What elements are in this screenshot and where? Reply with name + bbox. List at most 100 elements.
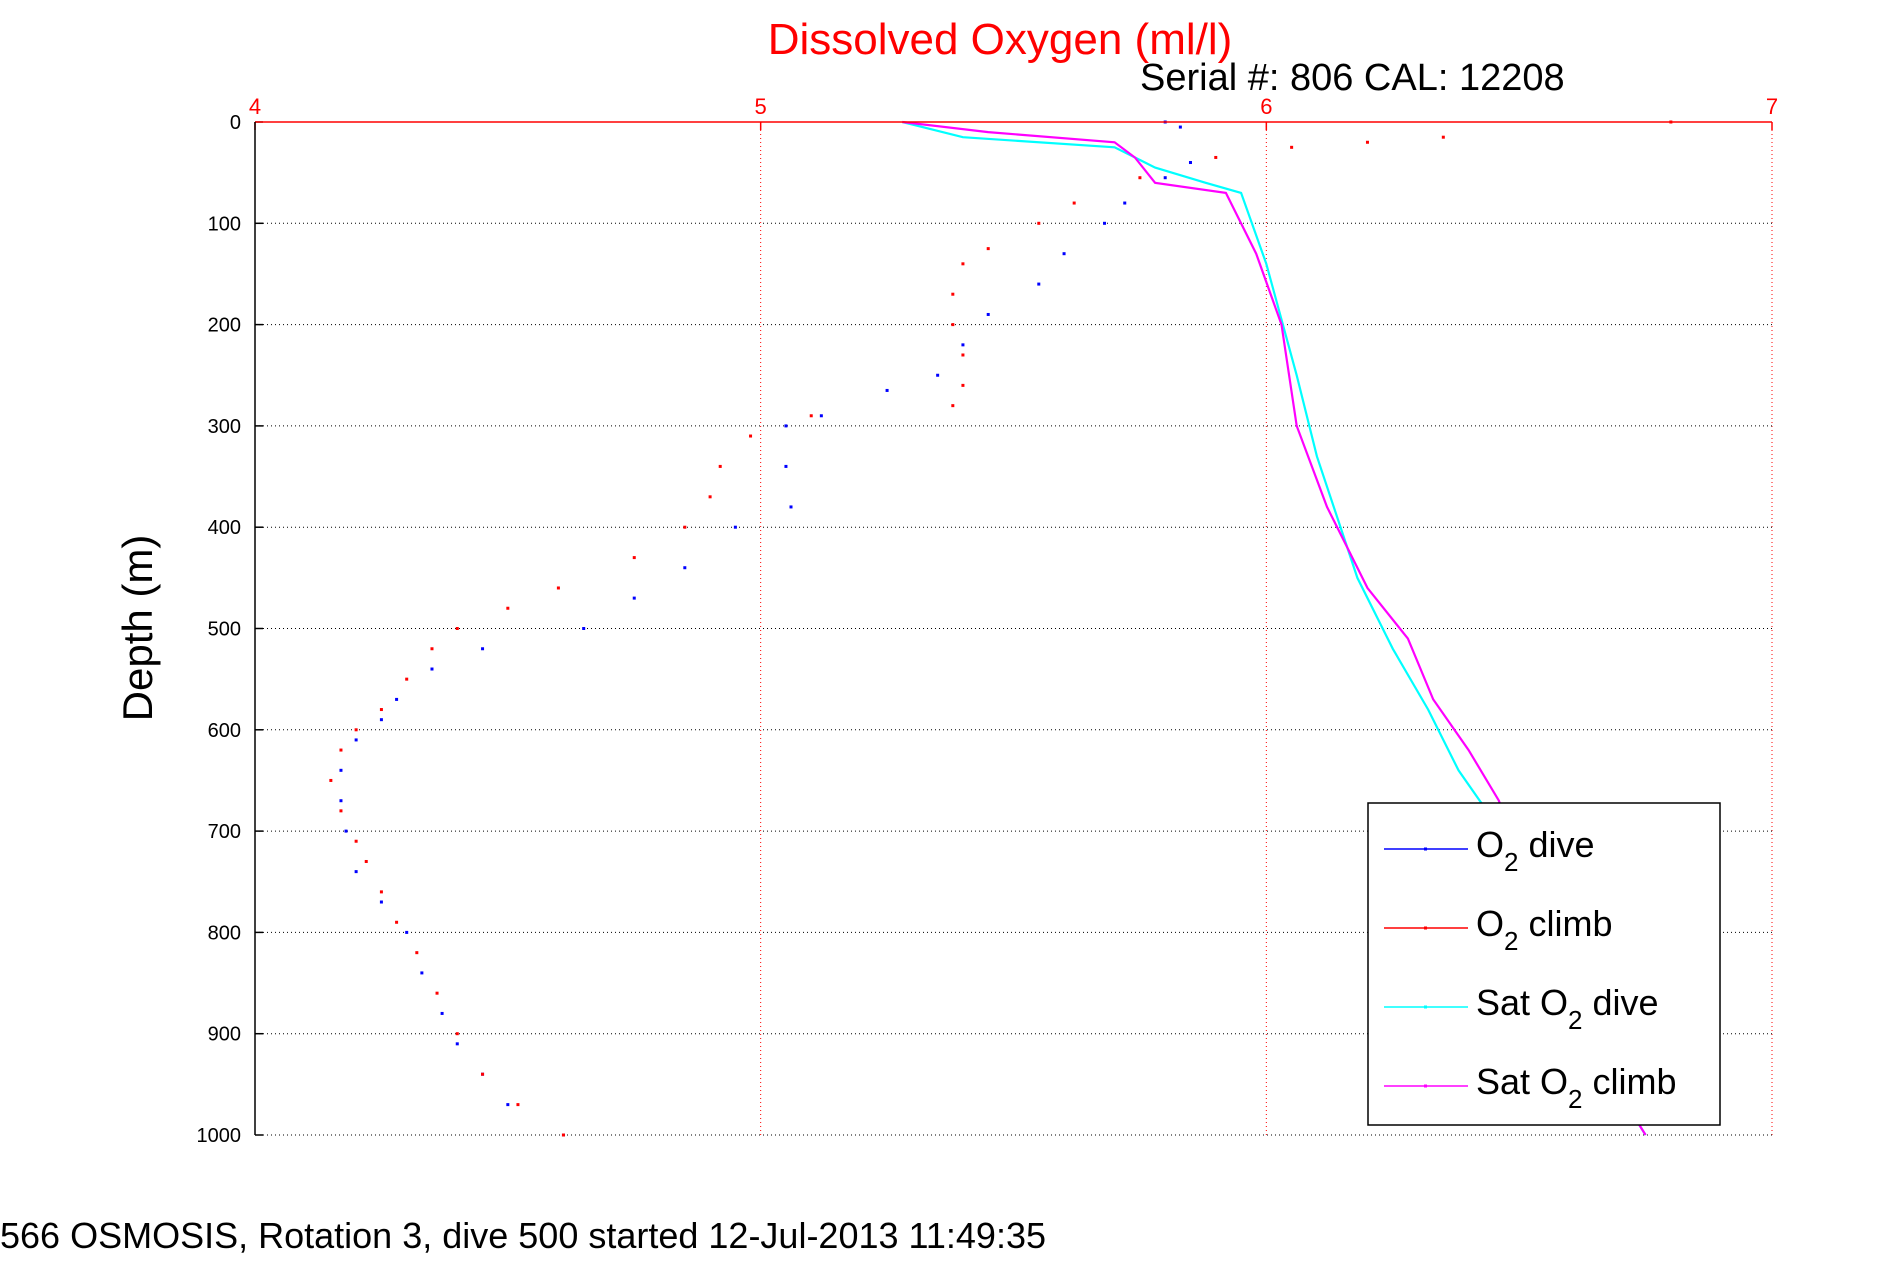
data-point [718,464,722,468]
x-tick-label: 5 [755,94,767,119]
x-tick-label: 7 [1766,94,1778,119]
data-point [354,738,358,742]
data-point [344,829,348,833]
legend-item: O2 climb [1384,903,1613,956]
chart-title: Dissolved Oxygen (ml/l) [768,15,1233,64]
data-point [395,697,399,701]
data-point [455,1042,459,1046]
x-tick-labels: 4 5 6 7 [249,94,1778,119]
data-point [961,343,965,347]
data-point [961,262,965,266]
data-point [1163,176,1167,180]
data-point [339,799,343,803]
data-point [784,424,788,428]
y-tick-label: 500 [208,619,241,641]
data-point [986,247,990,251]
chart-subtitle: Serial #: 806 CAL: 12208 [1140,57,1565,99]
data-point [379,890,383,894]
data-point [708,495,712,499]
legend-item: Sat O2 climb [1384,1061,1677,1114]
data-point [885,388,889,392]
data-point [1037,282,1041,286]
data-point [430,667,434,671]
data-point [1138,176,1142,180]
data-point [364,859,368,863]
data-point [1290,145,1294,149]
data-point [951,404,955,408]
y-tick-label: 100 [208,213,241,235]
series-o2-climb [329,120,1673,1137]
data-point [556,586,560,590]
data-point [405,930,409,934]
legend-label: O2 climb [1476,903,1613,956]
data-point [481,647,485,651]
legend-label: Sat O2 dive [1476,982,1659,1035]
data-point [1062,252,1066,256]
data-point [354,870,358,874]
data-point [1072,201,1076,205]
data-point [339,768,343,772]
data-point [379,900,383,904]
data-point [405,677,409,681]
data-point [961,383,965,387]
legend-label: Sat O2 climb [1476,1061,1677,1114]
data-point [1123,201,1127,205]
data-point [506,606,510,610]
data-point [1441,135,1445,139]
data-point [1365,140,1369,144]
y-tick-label: 900 [208,1024,241,1046]
legend-marker [1424,1005,1427,1009]
data-point [435,991,439,995]
data-point [951,292,955,296]
data-point [339,748,343,752]
data-point [749,434,753,438]
legend-marker [1424,926,1427,930]
data-point [951,323,955,327]
legend: O2 dive O2 climb Sat O2 dive Sat O2 climb [1367,802,1721,1126]
data-point [683,525,687,529]
y-tick-label: 0 [230,112,241,134]
data-point [632,556,636,560]
data-point [379,718,383,722]
data-point [561,1133,565,1137]
data-point [936,373,940,377]
x-tick-label: 6 [1260,94,1272,119]
data-point [582,627,586,630]
y-tick-label: 400 [208,517,241,539]
y-tick-label: 600 [208,720,241,742]
legend-marker [1424,1084,1427,1088]
y-tick-label: 800 [208,922,241,944]
data-point [430,647,434,651]
data-point [1188,161,1192,165]
y-tick-label: 1000 [197,1125,242,1147]
legend-marker [1424,847,1427,851]
legend-item: Sat O2 dive [1384,982,1659,1035]
y-axis-label: Depth (m) [114,535,161,722]
plot-axes [254,121,1772,1135]
data-point [1178,125,1182,129]
data-point [395,920,399,924]
data-point [354,728,358,732]
y-tick-labels: 0 100 200 300 400 500 600 700 800 900 1000 [197,112,242,1147]
series-o2-dive [339,120,1192,1137]
data-point [819,414,823,418]
data-point [420,971,424,975]
x-tick-label: 4 [249,94,261,119]
data-point [415,951,419,955]
data-point [1103,221,1107,225]
data-point [455,1032,459,1036]
legend-item: O2 dive [1384,824,1595,877]
data-point [1037,221,1041,225]
y-tick-label: 200 [208,315,241,337]
data-point [455,627,459,630]
y-tick-label: 300 [208,416,241,438]
data-point [516,1103,520,1107]
data-point [733,525,737,529]
data-point [354,839,358,843]
data-point [683,566,687,570]
data-point [440,1011,444,1015]
data-point [809,414,813,418]
y-tick-label: 700 [208,821,241,843]
data-point [379,708,383,712]
legend-box [1367,802,1721,1126]
